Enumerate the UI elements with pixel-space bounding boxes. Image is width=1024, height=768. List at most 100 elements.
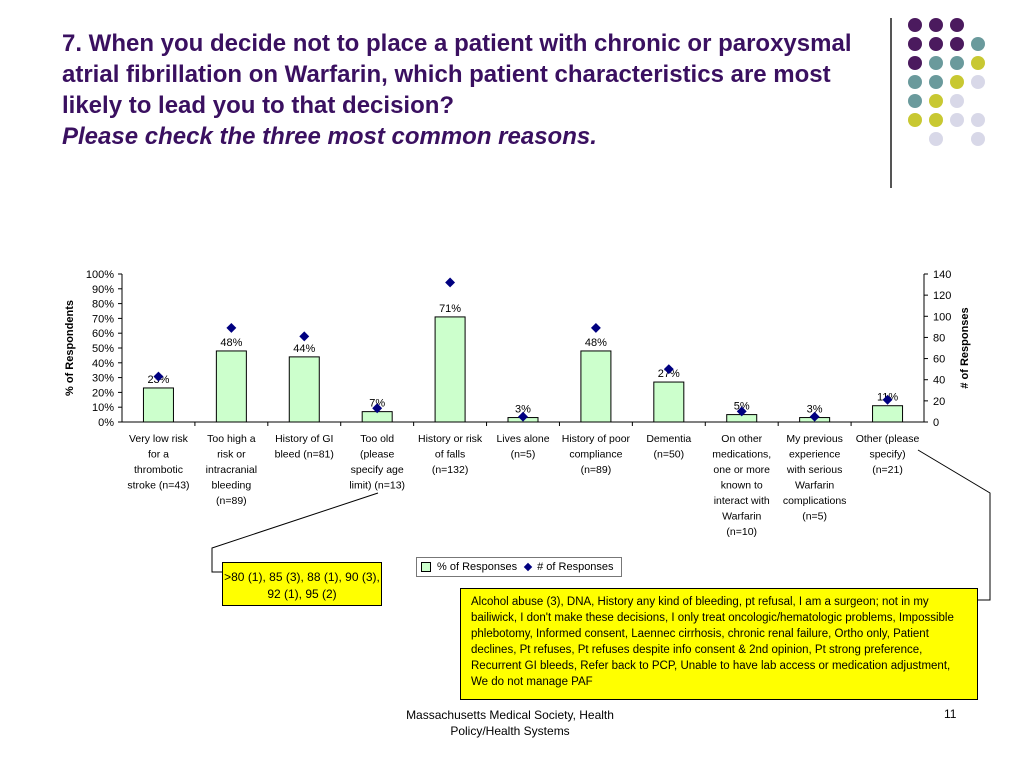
- category-label: Very low risk: [129, 433, 189, 445]
- y-tick-label-left: 20%: [92, 387, 114, 399]
- count-marker: [882, 394, 893, 405]
- bar-value-label: 48%: [585, 337, 607, 349]
- y-tick-label-left: 60%: [92, 328, 114, 340]
- count-marker: [663, 364, 674, 375]
- decor-dot: [950, 94, 964, 108]
- bar-value-label: 48%: [220, 337, 242, 349]
- bar: [142, 387, 174, 423]
- y-tick-label-right: 140: [933, 269, 951, 281]
- age-note-box: >80 (1), 85 (3), 88 (1), 90 (3), 92 (1),…: [222, 562, 382, 606]
- decor-dot: [971, 132, 985, 146]
- decor-dot: [908, 75, 922, 89]
- y-tick-label-left: 0%: [98, 417, 114, 429]
- instruction-text: Please check the three most common reaso…: [62, 123, 597, 150]
- y-axis-label-left: % of Respondents: [64, 300, 76, 396]
- decor-dot: [950, 37, 964, 51]
- category-label: (n=10): [726, 526, 757, 538]
- category-label: complications: [783, 495, 847, 507]
- category-label: with serious: [786, 464, 842, 476]
- bar-value-label: 27%: [658, 368, 680, 380]
- bar-value-label: 71%: [439, 303, 461, 315]
- category-label: Dementia: [646, 433, 691, 445]
- title-divider: [890, 18, 892, 188]
- decor-dot: [971, 113, 985, 127]
- decor-dot: [929, 94, 943, 108]
- category-label: experience: [789, 449, 841, 461]
- count-marker: [736, 406, 747, 417]
- count-marker: [153, 371, 164, 382]
- y-tick-label-left: 10%: [92, 402, 114, 414]
- category-label: stroke (n=43): [127, 480, 189, 492]
- other-note-box: Alcohol abuse (3), DNA, History any kind…: [460, 588, 978, 700]
- y-tick-label-right: 100: [933, 311, 951, 323]
- category-label: medications,: [712, 449, 771, 461]
- category-label: intracranial: [206, 464, 257, 476]
- category-label: (n=89): [216, 495, 247, 507]
- decor-dot: [971, 37, 985, 51]
- category-label: History of GI: [275, 433, 333, 445]
- category-label: risk or: [217, 449, 246, 461]
- category-label: Lives alone: [496, 433, 549, 445]
- category-label: Other (please: [856, 433, 920, 445]
- y-tick-label-left: 80%: [92, 299, 114, 311]
- category-label: interact with: [714, 495, 770, 507]
- y-tick-label-left: 50%: [92, 343, 114, 355]
- decor-dot: [950, 113, 964, 127]
- decorative-dot-grid: [900, 10, 1020, 170]
- decor-dot: [929, 56, 943, 70]
- category-label: one or more: [713, 464, 770, 476]
- category-label: limit) (n=13): [349, 480, 405, 492]
- decor-dot: [950, 18, 964, 32]
- category-label: (n=5): [802, 511, 827, 523]
- bar: [288, 356, 320, 423]
- y-axis-label-right: # of Responses: [959, 307, 971, 388]
- y-tick-label-right: 20: [933, 396, 945, 408]
- category-label: compliance: [569, 449, 622, 461]
- count-marker: [518, 411, 528, 422]
- legend-series-count: # of Responses: [537, 561, 614, 573]
- category-label: Too high a: [207, 433, 256, 445]
- y-tick-label-left: 100%: [86, 269, 114, 281]
- category-label: known to: [721, 480, 763, 492]
- y-tick-label-right: 0: [933, 417, 939, 429]
- y-tick-label-left: 70%: [92, 313, 114, 325]
- category-label: My previous: [786, 433, 843, 445]
- category-label: (n=5): [511, 449, 536, 461]
- decor-dot: [929, 75, 943, 89]
- other-callout-line: [917, 449, 991, 601]
- category-label: specify age: [351, 464, 404, 476]
- y-tick-label-right: 40: [933, 375, 945, 387]
- category-label: History of poor: [562, 433, 631, 445]
- category-label: On other: [721, 433, 762, 445]
- category-label: thrombotic: [134, 464, 183, 476]
- bar-value-label: 3%: [807, 404, 823, 416]
- y-tick-label-right: 80: [933, 332, 945, 344]
- category-label: Warfarin: [795, 480, 834, 492]
- bar-value-label: 3%: [515, 404, 531, 416]
- category-label: bleed (n=81): [275, 449, 334, 461]
- legend-series-percent: % of Responses: [437, 561, 518, 573]
- count-marker: [590, 322, 601, 333]
- page-number: 11: [944, 707, 957, 721]
- decor-dot: [929, 132, 943, 146]
- category-label: (please: [360, 449, 395, 461]
- bar-value-label: 44%: [293, 343, 315, 355]
- decor-dot: [908, 94, 922, 108]
- category-label: (n=50): [653, 449, 684, 461]
- category-label: of falls: [435, 449, 465, 461]
- category-label: Too old: [360, 433, 394, 445]
- category-label: (n=132): [432, 464, 468, 476]
- bar: [580, 350, 612, 423]
- y-tick-label-left: 90%: [92, 284, 114, 296]
- category-label: Warfarin: [722, 511, 761, 523]
- category-label: (n=89): [581, 464, 612, 476]
- category-label: bleeding: [212, 480, 252, 492]
- decor-dot: [908, 18, 922, 32]
- category-label: History or risk: [418, 433, 483, 445]
- decor-dot: [929, 113, 943, 127]
- bar: [653, 381, 685, 423]
- y-tick-label-left: 40%: [92, 358, 114, 370]
- category-label: (n=21): [872, 464, 903, 476]
- chart-legend: % of Responses # of Responses: [416, 557, 622, 577]
